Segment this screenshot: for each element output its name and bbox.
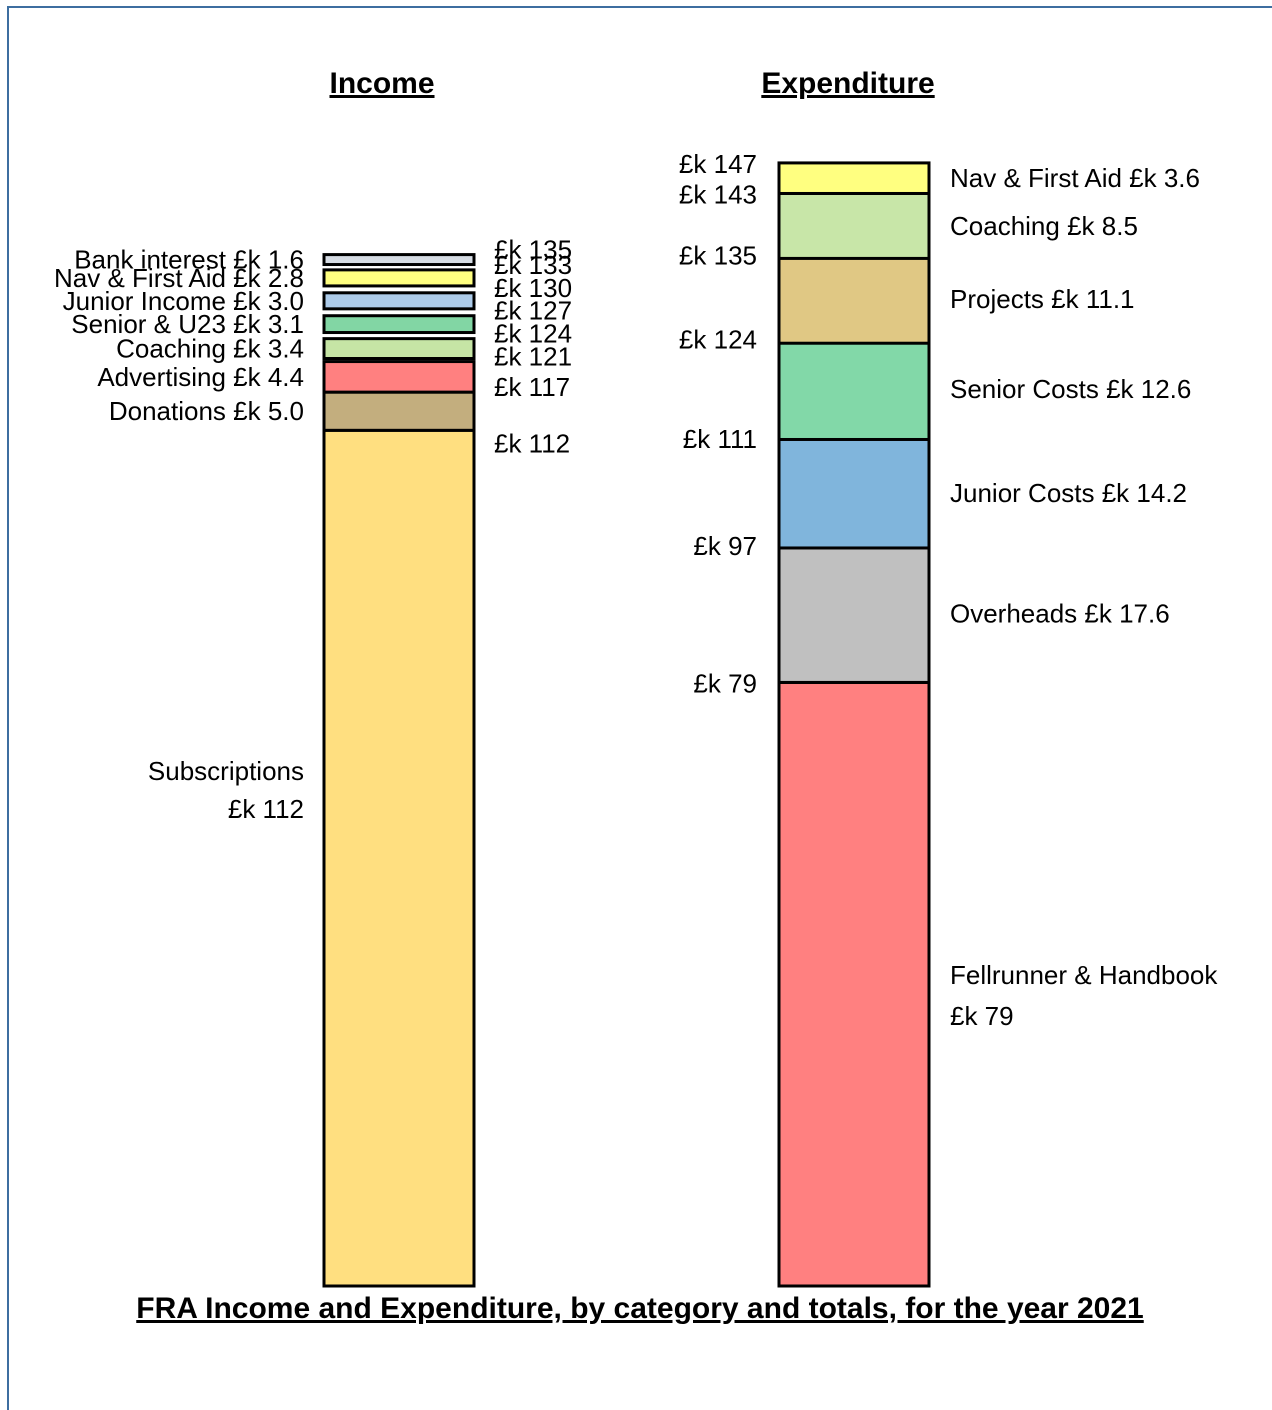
- segment-label: Senior & U23 £k 3.1: [71, 309, 304, 339]
- bar-segment-0-0: [322, 428, 476, 1288]
- bar-segment-1-1: [777, 543, 931, 684]
- segment-label: Donations £k 5.0: [109, 396, 304, 426]
- segment-label: Subscriptions: [148, 756, 304, 786]
- segment-label: Senior Costs £k 12.6: [950, 374, 1191, 404]
- total-label: £k 135: [679, 241, 757, 271]
- bar-segment-1-0: [777, 680, 931, 1288]
- segment-value: £k 112: [228, 794, 304, 824]
- total-label: £k 117: [494, 372, 570, 402]
- total-label: £k 121: [494, 342, 572, 372]
- segment-value: £k 79: [950, 1001, 1014, 1031]
- bar-segment-0-4: [322, 314, 476, 335]
- segment-label: Junior Income £k 3.0: [63, 286, 304, 316]
- segment-label: Nav & First Aid £k 3.6: [950, 163, 1200, 193]
- total-label: £k 79: [693, 668, 757, 698]
- segment-label: Projects £k 11.1: [950, 284, 1135, 314]
- total-label: £k 143: [679, 179, 757, 209]
- bar-segment-1-6: [777, 161, 931, 195]
- bar-segment-0-2: [322, 360, 476, 394]
- total-label: £k 111: [683, 424, 757, 454]
- segment-label: Overheads £k 17.6: [950, 599, 1170, 629]
- bar-segment-0-7: [322, 253, 476, 267]
- income-heading: Income: [329, 67, 434, 100]
- chart-frame: [7, 6, 1272, 1410]
- bar-segment-0-5: [322, 291, 476, 311]
- total-label: £k 124: [679, 325, 757, 355]
- total-label: £k 112: [494, 428, 570, 458]
- total-label: £k 124: [494, 319, 572, 349]
- total-label: £k 130: [494, 273, 572, 303]
- total-label: £k 133: [494, 250, 572, 280]
- segment-label: Advertising £k 4.4: [97, 362, 304, 392]
- total-label: £k 97: [693, 531, 757, 561]
- expenditure-heading: Expenditure: [761, 67, 934, 100]
- chart-title: FRA Income and Expenditure, by category …: [136, 1292, 1144, 1325]
- segment-label: Fellrunner & Handbook: [950, 960, 1218, 990]
- segment-label: Junior Costs £k 14.2: [950, 478, 1187, 508]
- bar-segment-1-5: [777, 191, 931, 260]
- segment-label: Coaching £k 3.4: [116, 334, 304, 364]
- total-label: £k 135: [494, 235, 572, 265]
- bar-segment-0-3: [322, 337, 476, 361]
- bar-segment-1-3: [777, 337, 931, 441]
- segment-label: Bank interest £k 1.6: [74, 245, 304, 275]
- bar-segment-0-1: [322, 390, 476, 432]
- total-label: £k 127: [494, 296, 572, 326]
- bar-segment-1-2: [777, 436, 931, 550]
- bar-segment-1-4: [777, 253, 931, 345]
- segment-label: Coaching £k 8.5: [950, 211, 1138, 241]
- total-label: £k 147: [679, 149, 757, 179]
- bar-segment-0-6: [322, 268, 476, 288]
- segment-label: Nav & First Aid £k 2.8: [54, 263, 304, 293]
